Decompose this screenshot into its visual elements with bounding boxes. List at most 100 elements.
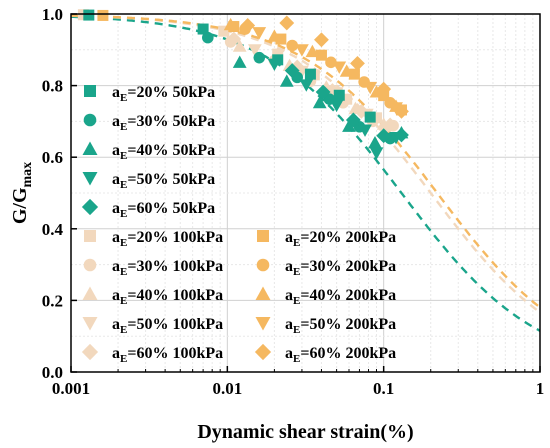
- data-point: [279, 15, 295, 31]
- legend-label: aE=30% 200kPa: [285, 258, 396, 278]
- data-point: [389, 102, 403, 115]
- legend-marker: [81, 198, 99, 216]
- data-point: [332, 61, 347, 74]
- legend-label: aE=60% 100kPa: [112, 345, 223, 365]
- data-point: [218, 25, 230, 37]
- data-point: [197, 23, 209, 35]
- data-point: [376, 81, 392, 97]
- y-tick-label: 0.2: [42, 291, 63, 310]
- legend-marker: [83, 113, 97, 127]
- legend-label: aE=40% 50kPa: [112, 142, 215, 162]
- legend-marker: [255, 286, 271, 300]
- legend-marker: [257, 230, 269, 242]
- data-point: [329, 99, 344, 113]
- data-point: [299, 79, 314, 92]
- data-point: [223, 17, 238, 31]
- data-point: [369, 85, 384, 98]
- data-point: [252, 27, 267, 40]
- legend: aE=20% 50kPa aE=30% 50kPa aE=40% 50kPa aE=5…: [81, 84, 396, 365]
- legend-marker: [255, 317, 271, 331]
- data-point: [342, 119, 356, 132]
- y-axis-label-sub: max: [20, 162, 35, 188]
- x-tick-label: 0.1: [373, 379, 394, 398]
- legend-label: aE=60% 200kPa: [285, 345, 396, 365]
- data-point: [267, 29, 282, 42]
- data-points: [77, 9, 409, 160]
- data-point: [279, 74, 294, 87]
- data-point: [394, 127, 409, 143]
- y-tick-label: 1.0: [42, 5, 63, 24]
- legend-label: aE=40% 100kPa: [112, 287, 223, 307]
- y-axis-label: G/Gmax: [9, 162, 35, 224]
- legend-label: aE=20% 200kPa: [285, 229, 396, 249]
- data-point: [345, 112, 361, 128]
- data-point: [240, 18, 256, 33]
- data-point: [232, 39, 247, 52]
- legend-marker: [83, 258, 97, 272]
- data-point: [253, 51, 266, 64]
- data-point: [295, 44, 309, 57]
- data-point: [368, 136, 382, 149]
- data-point: [267, 58, 282, 71]
- x-tick-label: 0.001: [52, 379, 90, 398]
- legend-marker: [84, 230, 96, 242]
- data-point: [83, 9, 95, 21]
- data-point: [333, 89, 345, 101]
- data-point: [376, 128, 392, 144]
- data-point: [305, 44, 320, 58]
- legend-label: aE=60% 50kPa: [112, 200, 215, 220]
- legend-label: aE=50% 100kPa: [112, 316, 223, 336]
- data-point: [325, 56, 337, 69]
- legend-marker: [256, 258, 270, 272]
- legend-marker: [82, 286, 98, 300]
- legend-label: aE=30% 50kPa: [112, 113, 215, 133]
- data-point: [202, 31, 214, 44]
- data-point: [350, 55, 365, 71]
- plot-frame: [70, 13, 541, 373]
- fit-curve-200kPa: [70, 14, 541, 309]
- legend-label: aE=40% 200kPa: [285, 287, 396, 307]
- data-point: [247, 44, 262, 57]
- data-point: [364, 111, 376, 123]
- data-point: [314, 32, 329, 48]
- data-point: [312, 95, 327, 109]
- data-point: [339, 64, 354, 77]
- x-tick-label: 0.01: [212, 379, 242, 398]
- data-point: [315, 84, 331, 100]
- x-axis-label: Dynamic shear strain(%): [197, 421, 413, 443]
- data-point: [286, 39, 298, 52]
- legend-label: aE=50% 200kPa: [285, 316, 396, 336]
- legend-marker: [82, 172, 98, 186]
- fit-curve-100kPa: [71, 14, 541, 314]
- data-point: [363, 81, 378, 95]
- data-point: [369, 147, 384, 160]
- data-point: [353, 103, 369, 119]
- legend-marker: [82, 141, 98, 155]
- data-point: [382, 117, 398, 133]
- fit-curves: [70, 14, 541, 332]
- data-point: [358, 124, 372, 137]
- legend-label: aE=20% 100kPa: [112, 229, 223, 249]
- data-point: [394, 103, 409, 119]
- legend-label: aE=20% 50kPa: [112, 84, 215, 104]
- fit-curve-50kPa: [70, 15, 541, 332]
- y-tick-label: 0.4: [42, 220, 64, 239]
- data-point: [97, 9, 109, 21]
- data-point: [232, 55, 247, 68]
- y-tick-label: 0.8: [42, 77, 63, 96]
- y-axis-label-main: G/G: [9, 187, 31, 224]
- data-point: [284, 63, 300, 78]
- data-point: [315, 49, 327, 61]
- data-point: [275, 33, 287, 45]
- data-point: [272, 48, 284, 60]
- data-point: [226, 31, 242, 47]
- legend-marker: [84, 85, 96, 97]
- legend-label: aE=30% 100kPa: [112, 258, 223, 278]
- data-point: [289, 59, 305, 75]
- y-tick-label: 0.0: [42, 363, 63, 382]
- legend-label: aE=50% 50kPa: [112, 171, 215, 191]
- legend-marker: [82, 317, 98, 331]
- axes: 0.001 0.01 0.1 1 0.0 0.2 0.4 0.6 0.8 1.0: [42, 5, 545, 398]
- data-point: [348, 68, 360, 80]
